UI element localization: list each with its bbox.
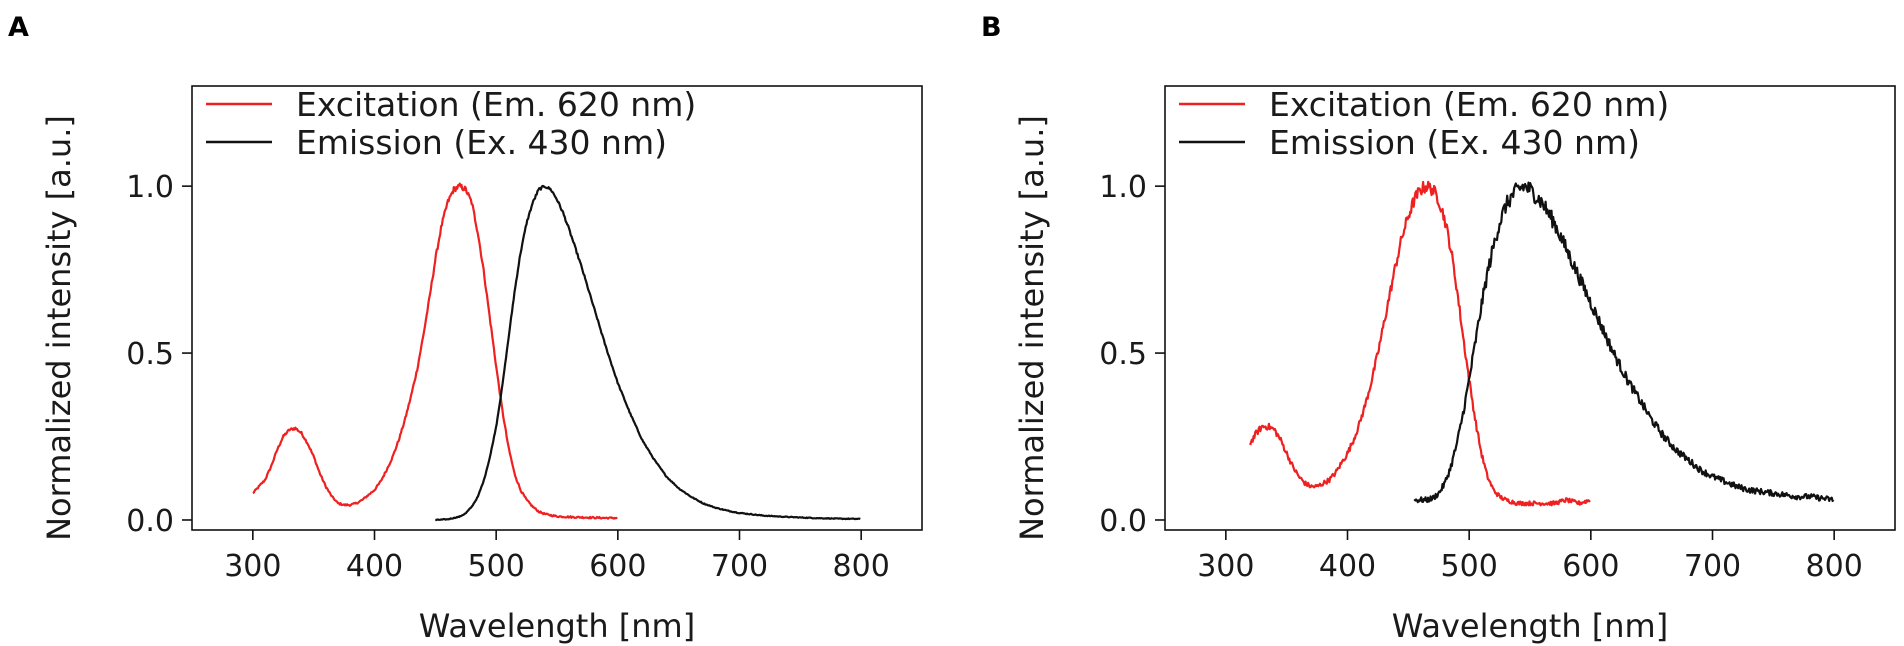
plot-frame [1164,85,1896,531]
x-tick-label: 600 [1562,549,1619,584]
x-tick-label: 500 [468,549,525,584]
x-axis-label: Wavelength [nm] [1392,607,1668,645]
panel-a: A 300 400 500 600 700 800 0.0 0.5 1.0 Wavelength … [8,12,923,645]
x-tick-label: 500 [1441,549,1498,584]
series-line-excitation [252,182,618,520]
x-tick-label: 700 [1684,549,1741,584]
panel-letter-b: B [981,12,1002,43]
y-tick-label: 0.5 [126,337,174,372]
series-line-excitation [1249,180,1591,507]
series-line-emission [1413,181,1835,504]
x-tick-label: 400 [1319,549,1376,584]
panel-b: B 300 400 500 600 700 800 0.0 0.5 1.0 Wavelength … [981,12,1896,645]
panel-letter-a: A [8,12,29,43]
x-tick-label: 600 [589,549,646,584]
y-tick-label: 0.5 [1099,337,1147,372]
legend-label: Excitation (Em. 620 nm) [296,85,696,124]
legend-label: Emission (Ex. 430 nm) [1269,123,1640,162]
y-axis-label: Normalized intensity [a.u.] [40,115,78,541]
y-tick-label: 0.0 [1099,504,1147,539]
x-tick-label: 800 [1806,549,1863,584]
x-tick-label: 700 [711,549,768,584]
x-tick-label: 300 [1197,549,1254,584]
plot-frame [191,85,923,531]
y-tick-label: 1.0 [1099,170,1147,205]
x-tick-label: 800 [833,549,890,584]
series-line-emission [435,184,861,522]
y-axis-label: Normalized intensity [a.u.] [1013,115,1051,541]
x-tick-label: 300 [224,549,281,584]
y-tick-label: 0.0 [126,504,174,539]
y-tick-label: 1.0 [126,170,174,205]
legend-label: Emission (Ex. 430 nm) [296,123,667,162]
x-tick-label: 400 [346,549,403,584]
legend-label: Excitation (Em. 620 nm) [1269,85,1669,124]
x-axis-label: Wavelength [nm] [419,607,695,645]
